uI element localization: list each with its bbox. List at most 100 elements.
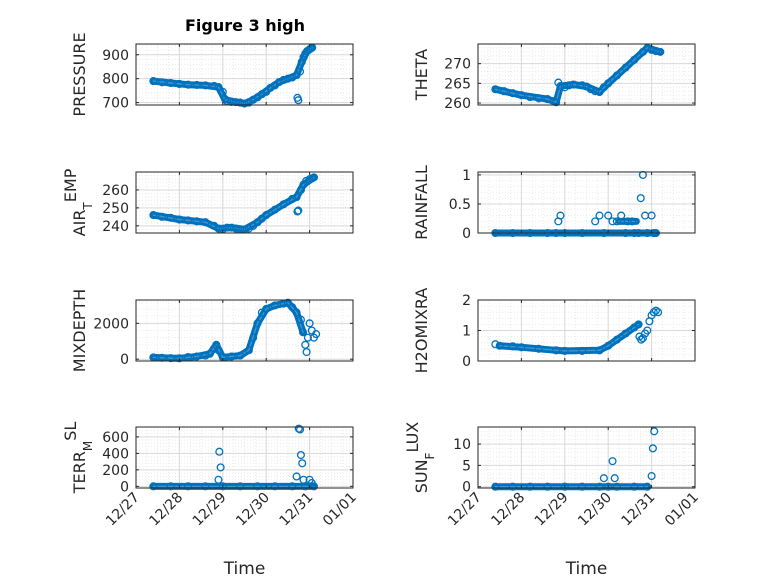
x-tick-label: 12/29 <box>190 490 230 530</box>
data-point <box>244 346 253 355</box>
data-point <box>651 306 660 315</box>
data-point <box>491 482 500 491</box>
data-point <box>630 55 639 64</box>
y-tick-label: 2 <box>462 293 471 309</box>
x-tick-label: 12/28 <box>488 490 528 530</box>
data-point <box>294 206 303 215</box>
y-tick-label: 260 <box>102 183 129 199</box>
x-tick-label: 12/28 <box>146 490 186 530</box>
data-point <box>621 63 630 72</box>
data-point <box>595 346 604 355</box>
data-point <box>301 482 310 491</box>
data-point <box>293 207 302 216</box>
data-point <box>294 96 303 105</box>
data-point <box>508 342 517 351</box>
data-point <box>623 217 632 226</box>
data-point <box>643 43 652 52</box>
data-point <box>647 211 656 220</box>
data-point <box>279 75 288 84</box>
data-point <box>240 99 249 108</box>
data-point <box>214 475 223 484</box>
data-point <box>628 217 637 226</box>
data-point <box>299 328 308 337</box>
y-axis-label: MIXDEPTH <box>70 289 89 372</box>
data-point <box>297 57 306 66</box>
data-point <box>595 482 604 491</box>
y-tick-label: 800 <box>102 72 129 88</box>
data-point <box>309 482 318 491</box>
data-point <box>257 90 266 99</box>
data-point <box>184 353 193 362</box>
y-tick-label: 250 <box>102 201 129 217</box>
data-point <box>184 482 193 491</box>
data-point <box>227 223 236 232</box>
x-tick-label: 01/01 <box>320 490 360 530</box>
data-point <box>556 82 565 91</box>
data-point <box>312 330 321 339</box>
x-tick-label: 01/01 <box>662 490 702 530</box>
y-tick-label: 270 <box>444 57 471 73</box>
data-point <box>166 213 175 222</box>
data-point <box>218 87 227 96</box>
y-axis-label-rest: EMP <box>61 168 80 202</box>
data-point <box>253 319 262 328</box>
data-point <box>654 308 663 317</box>
subplot-1: 260 265 270 THETA <box>412 43 696 112</box>
data-point <box>621 329 630 338</box>
data-point <box>227 352 236 361</box>
y-tick-label: 1 <box>462 168 471 184</box>
subplot-0: 700 800 900 PRESSURE <box>70 32 354 117</box>
data-point <box>266 83 275 92</box>
data-point <box>296 315 305 324</box>
data-point <box>292 193 301 202</box>
data-layer <box>491 306 663 355</box>
data-point <box>491 340 500 349</box>
data-point <box>578 482 587 491</box>
dense-marker-run-highlight <box>494 47 661 103</box>
y-tick-label: 0 <box>462 226 471 242</box>
data-point <box>591 217 600 226</box>
data-point <box>526 482 535 491</box>
data-point <box>214 224 223 233</box>
data-point <box>149 482 158 491</box>
data-point <box>249 95 258 104</box>
data-point <box>305 319 314 328</box>
data-point <box>517 343 526 352</box>
y-tick-label: 0.5 <box>449 197 471 213</box>
data-point <box>534 344 543 353</box>
data-point <box>560 83 569 92</box>
subplot-3: 0 0.5 1 RAINFALL <box>412 165 696 242</box>
y-axis-label-subscript: M <box>81 441 95 451</box>
data-point <box>201 218 210 227</box>
data-point <box>612 71 621 80</box>
x-tick-label: 12/30 <box>233 490 273 530</box>
y-tick-label: 260 <box>444 96 471 112</box>
data-point <box>499 87 509 96</box>
axes-box <box>135 43 354 106</box>
data-point <box>205 349 214 358</box>
data-point <box>586 85 595 94</box>
data-point <box>166 78 175 88</box>
y-tick-label: 5 <box>462 458 471 474</box>
data-layer <box>149 43 317 108</box>
y-tick-label: 10 <box>453 437 471 453</box>
data-point <box>612 482 621 491</box>
data-point <box>270 301 279 310</box>
y-tick-label: 0 <box>462 480 471 496</box>
data-point <box>643 482 652 491</box>
y-tick-label: 900 <box>102 48 129 64</box>
y-tick-label: 600 <box>102 430 129 446</box>
data-point <box>296 67 305 76</box>
x-tick-label: 12/27 <box>103 490 143 530</box>
y-tick-label: 0 <box>462 354 471 370</box>
data-point <box>231 224 240 233</box>
y-tick-label: 265 <box>444 76 471 92</box>
y-tick-label: 700 <box>102 96 129 112</box>
y-axis-label: PRESSURE <box>70 32 89 116</box>
y-axis-label-subscript: F <box>423 452 437 459</box>
data-point <box>175 354 184 363</box>
data-point <box>649 308 658 317</box>
data-point <box>283 74 292 83</box>
data-point <box>223 223 232 232</box>
x-tick-label: 12/31 <box>619 490 659 530</box>
